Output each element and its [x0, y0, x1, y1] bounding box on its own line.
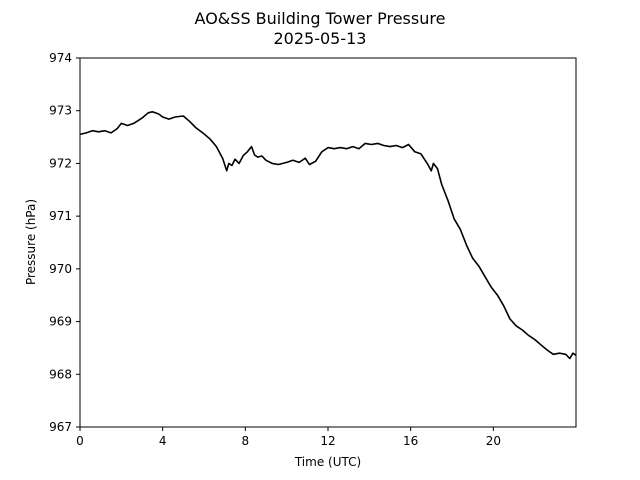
x-tick-label: 0: [76, 434, 84, 448]
x-axis: 0 4 8 12 16 20: [76, 427, 501, 448]
y-tick-label: 967: [49, 420, 72, 434]
y-tick-label: 969: [49, 315, 72, 329]
x-tick-label: 8: [242, 434, 250, 448]
y-axis-label: Pressure (hPa): [24, 199, 38, 285]
x-tick-label: 4: [159, 434, 167, 448]
pressure-line: [79, 111, 577, 360]
x-tick-label: 12: [320, 434, 335, 448]
x-axis-label: Time (UTC): [294, 455, 361, 469]
y-tick-label: 974: [49, 51, 72, 65]
chart-title: AO&SS Building Tower Pressure: [195, 9, 446, 28]
y-tick-label: 972: [49, 156, 72, 170]
y-axis: 967 968 969 970 971 972 973 974: [49, 51, 80, 434]
chart-subtitle: 2025-05-13: [274, 29, 367, 48]
y-tick-label: 971: [49, 209, 72, 223]
x-tick-label: 16: [403, 434, 418, 448]
y-tick-label: 968: [49, 367, 72, 381]
x-tick-label: 20: [486, 434, 501, 448]
y-tick-label: 973: [49, 104, 72, 118]
y-tick-label: 970: [49, 262, 72, 276]
